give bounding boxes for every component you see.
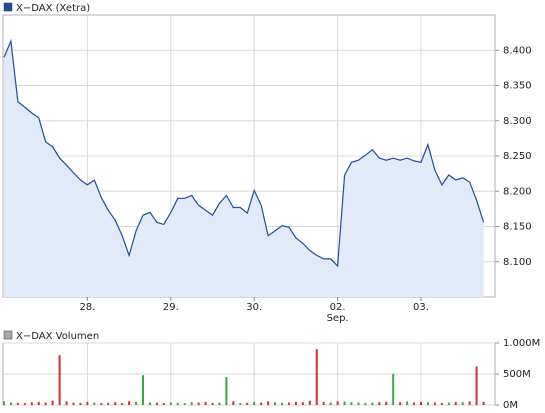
volume-bar [350,402,353,405]
volume-bar [447,402,450,405]
y-tick-label: 8.350 [503,81,532,92]
volume-bar [211,402,214,405]
y-tick-label: 8.200 [503,186,532,197]
volume-bar [475,366,478,405]
y-tick-label: 500M [503,369,531,380]
volume-bar [225,377,228,405]
volume-bar [176,402,179,405]
volume-bar [371,402,374,405]
volume-bar [336,401,339,405]
volume-bar [183,403,186,405]
y-tick-label: 8.400 [503,45,532,56]
volume-bar [301,402,304,405]
volume-bar [155,402,158,405]
volume-bar [385,401,388,405]
y-tick-label: 8.250 [503,151,532,162]
legend-label: X−DAX (Xetra) [16,3,90,14]
x-tick-label: 02. [330,302,346,313]
volume-bar [121,403,124,405]
legend-swatch [3,330,13,340]
volume-bar [433,402,436,405]
volume-bar [51,400,54,405]
y-tick-label: 8.100 [503,257,532,268]
volume-bar [218,402,221,405]
volume-bar [281,402,283,405]
volume-bar [274,402,277,405]
volume-bar [426,402,429,405]
volume-bar [93,402,96,405]
volume-bar [294,401,297,405]
volume-bar [246,402,249,405]
y-tick-label: 8.150 [503,222,532,233]
volume-bar [260,402,263,405]
volume-bar [454,401,457,405]
volume-bar [162,403,165,405]
volume-bar [169,402,172,405]
volume-bar [482,401,485,405]
volume-bar [142,375,144,405]
volume-bar [322,401,325,405]
volume-bar [204,401,207,405]
volume-bar [413,402,416,405]
volume-bar [72,402,75,405]
volume-bar [232,401,235,405]
volume-bar [378,402,381,405]
volume-bar [406,401,409,405]
volume-bar [197,402,200,405]
volume-bar [58,355,61,405]
volume-bar [3,401,5,405]
y-tick-label: 1.000M [503,338,540,349]
volume-bar [114,402,117,405]
volume-bar [440,402,443,405]
y-tick-label: 0M [503,400,518,411]
volume-bar [107,402,110,405]
volume-bar [357,402,360,405]
volume-bar [239,403,242,405]
volume-bar [100,403,103,405]
volume-bar [44,402,47,405]
volume-bar [364,402,367,405]
volume-bar [253,401,256,405]
volume-bar [65,401,68,405]
legend-label: X−DAX Volumen [16,331,99,342]
volume-bar [135,401,138,405]
x-tick-label: 29. [163,302,179,313]
volume-bar [148,402,151,405]
volume-bar [267,401,270,405]
price-line [3,38,485,268]
x-month-label: Sep. [327,313,349,324]
volume-bar [86,401,89,405]
volume-bar [128,401,131,405]
volume-bar [16,402,19,405]
y-tick-label: 8.300 [503,116,532,127]
volume-bar [315,349,318,405]
volume-bar [343,401,346,405]
volume-bar [392,374,395,405]
volume-bar [23,403,26,405]
volume-bar [79,402,82,405]
x-tick-label: 03. [413,302,429,313]
volume-bar [9,402,12,405]
price-area [4,41,484,297]
legend-swatch [3,2,13,12]
volume-bar [190,402,193,405]
volume-bar [37,401,40,405]
x-tick-label: 30. [246,302,262,313]
volume-bar [329,402,332,405]
volume-bar [420,401,422,405]
volume-bar [468,401,471,405]
volume-bar [399,402,402,405]
volume-bar [30,402,33,405]
volume-bar [287,402,290,405]
volume-bar [461,402,464,405]
volume-bar [308,400,311,405]
x-tick-label: 28. [79,302,95,313]
